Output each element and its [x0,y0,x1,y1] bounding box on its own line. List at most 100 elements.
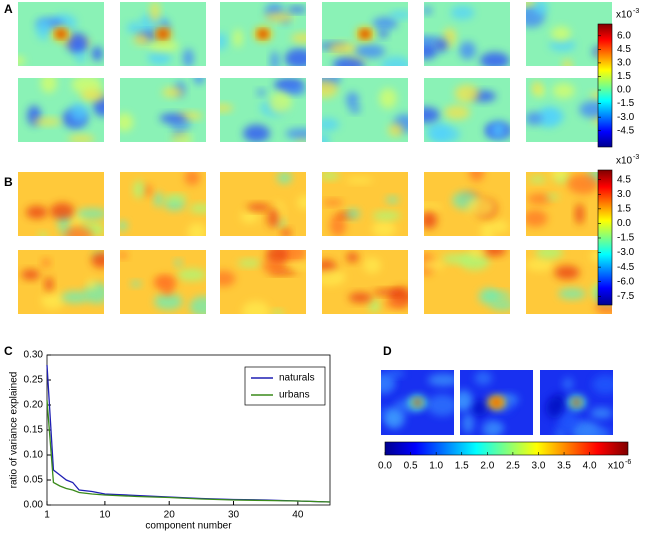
heatmap-blob [64,226,93,236]
heatmap-blob [526,258,554,272]
heatmap [18,78,104,142]
heatmap-blob [184,172,200,186]
heatmap-blob [546,193,559,201]
heatmap-blob [450,5,475,20]
heatmap-blob [284,48,306,66]
y-tick-label: 0.20 [24,400,44,411]
tick-label: 1.5 [617,71,631,82]
heatmap-blob [545,397,563,419]
heatmap [460,370,533,435]
heatmap-blob [32,117,62,126]
heatmap-blob [426,122,450,142]
heatmap-blob [427,394,454,417]
heatmap-blob [193,78,205,85]
heatmap-blob [259,30,267,38]
heatmap-blob [44,276,54,292]
tick-label: 0.5 [404,461,418,472]
heatmap-blob [562,59,573,66]
heatmap-blob [567,173,599,194]
y-tick-label: 0.25 [24,375,44,386]
heatmap-blob [526,209,548,227]
heatmap-blob [91,46,103,61]
heatmap [322,250,408,314]
heatmap-blob [286,262,306,269]
heatmaps [18,2,613,435]
tick-label: -3.0 [617,112,635,123]
heatmap-blob [532,81,542,95]
x-tick-label: 1 [44,510,50,521]
tick-label: 1.5 [455,461,469,472]
heatmap [540,370,613,435]
heatmap-blob [126,22,142,34]
heatmap-blob [384,406,405,429]
heatmap-blob [459,41,476,60]
heatmap-blob [76,208,104,220]
colorbar [597,23,613,148]
heatmap-blob [363,257,381,274]
heatmap-blob [557,410,579,433]
heatmap-blob [575,203,584,225]
heatmap [18,172,104,236]
heatmap [18,250,104,314]
heatmap-blob [220,32,227,51]
tick-label: 0.0 [378,461,392,472]
heatmap-blob [154,293,183,311]
heatmap-blob [237,259,261,267]
heatmap-blob [462,413,474,434]
heatmap-blob [469,172,485,182]
y-axis-label: ratio of variance explained [9,372,20,489]
tick-label: 2.0 [480,461,494,472]
panel-label: C [4,344,13,358]
heatmap-blob [183,48,194,66]
heatmap-blob [551,26,571,42]
heatmap [220,250,306,314]
heatmap-blob [61,290,90,304]
heatmap-blob [174,259,183,267]
heatmap-blob [233,28,243,48]
heatmap-blob [154,274,177,292]
heatmap-blob [91,251,104,268]
heatmap-blob [41,258,51,268]
tick-label: 1.5 [617,203,631,214]
tick-label: 0.0 [617,218,631,229]
heatmap [424,250,510,314]
heatmap-blob [36,18,52,40]
heatmap-blob [469,250,488,257]
heatmap [526,78,612,142]
heatmap-blob [346,208,361,219]
heatmap-blob [558,288,586,300]
heatmap-blob [66,32,89,54]
heatmap-blob [549,38,576,52]
heatmap-blob [87,278,96,291]
heatmap [120,172,206,236]
heatmap-blob [424,6,433,15]
heatmap-blob [246,203,271,212]
heatmap [18,2,104,66]
heatmap-blob [427,373,454,387]
tick-label: 4.5 [617,44,631,55]
exponent-base: x10 [616,10,633,21]
panel-label: B [4,175,13,189]
heatmap-blob [264,12,294,23]
colorbar [597,169,613,306]
heatmap-blob [120,251,128,259]
heatmap-blob [387,370,405,378]
heatmap-blob [76,52,86,64]
tick-label: 2.5 [506,461,520,472]
y-tick-label: 0.10 [24,450,44,461]
heatmap-blob [528,176,547,183]
heatmap-blob [542,108,565,125]
x-tick-label: 20 [164,510,176,521]
heatmap [120,2,206,66]
heatmap-blob [170,131,193,142]
x-axis-label: component number [145,521,232,532]
legend-label: urbans [279,390,310,401]
heatmap [322,2,408,66]
heatmap-blob [424,204,443,211]
heatmap-blob [161,87,184,98]
heatmap-blob [368,299,381,313]
heatmap-blob [329,214,346,236]
heatmap-blob [492,399,501,406]
heatmap-blob [526,111,543,126]
heatmap-blob [240,209,259,224]
